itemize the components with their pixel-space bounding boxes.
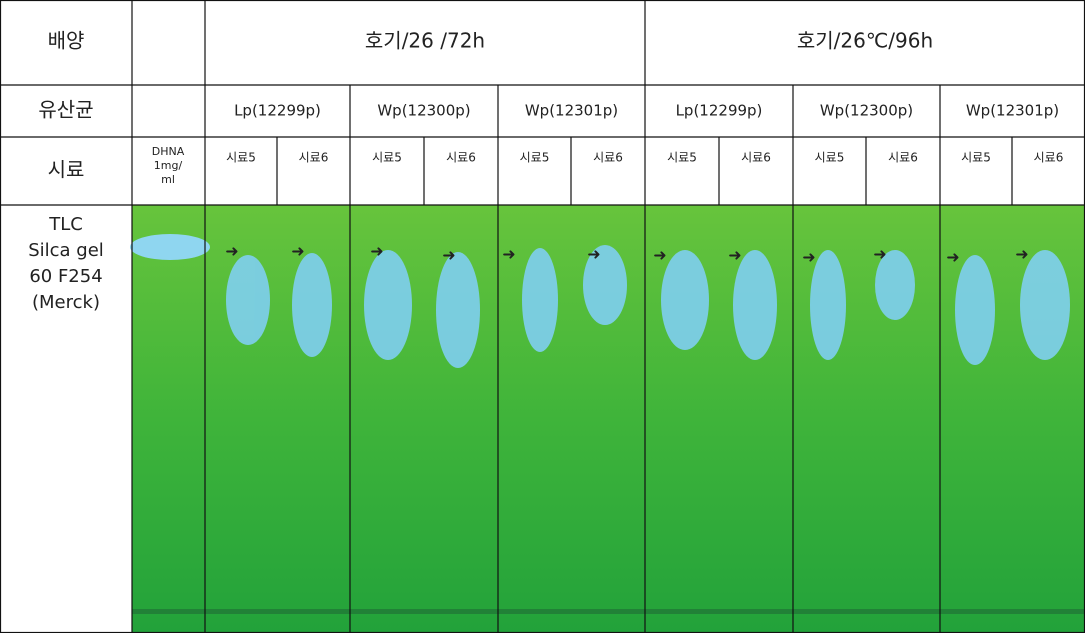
- culture-label: 배양: [48, 29, 85, 53]
- sample: 시료6: [1034, 151, 1064, 165]
- tlc-plate: ➜ ➜ ➜ ➜ ➜ ➜ ➜ ➜ ➜ ➜ ➜ ➜: [130, 205, 1085, 633]
- svg-text:➜: ➜: [946, 248, 959, 267]
- condition: 호기/26℃/96h: [797, 29, 933, 53]
- figure-table: ➜ ➜ ➜ ➜ ➜ ➜ ➜ ➜ ➜ ➜ ➜ ➜ 배양 유산균 시료 호기/26 /72h 호기…: [0, 0, 1085, 633]
- sample: 시료6: [446, 151, 476, 165]
- sample: 시료6: [299, 151, 329, 165]
- plate-label: 60 F254: [29, 266, 102, 287]
- svg-text:➜: ➜: [502, 245, 515, 264]
- sample: 시료5: [226, 151, 256, 165]
- plate-label: Silca gel: [28, 240, 104, 261]
- svg-text:➜: ➜: [873, 245, 886, 264]
- standard: 1mg/: [154, 159, 183, 172]
- svg-text:➜: ➜: [291, 242, 304, 261]
- svg-text:➜: ➜: [225, 242, 238, 261]
- strain: Wp(12300p): [820, 102, 913, 120]
- sample: 시료5: [372, 151, 402, 165]
- standard: DHNA: [152, 145, 185, 158]
- svg-text:➜: ➜: [653, 246, 666, 265]
- condition: 호기/26 /72h: [365, 29, 485, 53]
- sample: 시료5: [520, 151, 550, 165]
- strain: Wp(12301p): [966, 102, 1059, 120]
- plate-label: TLC: [48, 214, 83, 235]
- svg-text:➜: ➜: [802, 248, 815, 267]
- sample: 시료5: [667, 151, 697, 165]
- svg-text:➜: ➜: [370, 242, 383, 261]
- svg-text:➜: ➜: [587, 245, 600, 264]
- strain: Wp(12300p): [377, 102, 470, 120]
- plate-label: (Merck): [32, 292, 100, 313]
- strain: Lp(12299p): [676, 102, 763, 120]
- svg-text:➜: ➜: [728, 246, 741, 265]
- svg-text:➜: ➜: [442, 246, 455, 265]
- bacteria-label: 유산균: [38, 98, 93, 122]
- sample: 시료5: [815, 151, 845, 165]
- strain: Lp(12299p): [234, 102, 321, 120]
- sample: 시료6: [741, 151, 771, 165]
- svg-text:➜: ➜: [1015, 245, 1028, 264]
- sample: 시료6: [593, 151, 623, 165]
- standard: ml: [161, 173, 175, 186]
- sample: 시료5: [961, 151, 991, 165]
- sample: 시료6: [888, 151, 918, 165]
- sample-label: 시료: [48, 158, 85, 182]
- strain: Wp(12301p): [525, 102, 618, 120]
